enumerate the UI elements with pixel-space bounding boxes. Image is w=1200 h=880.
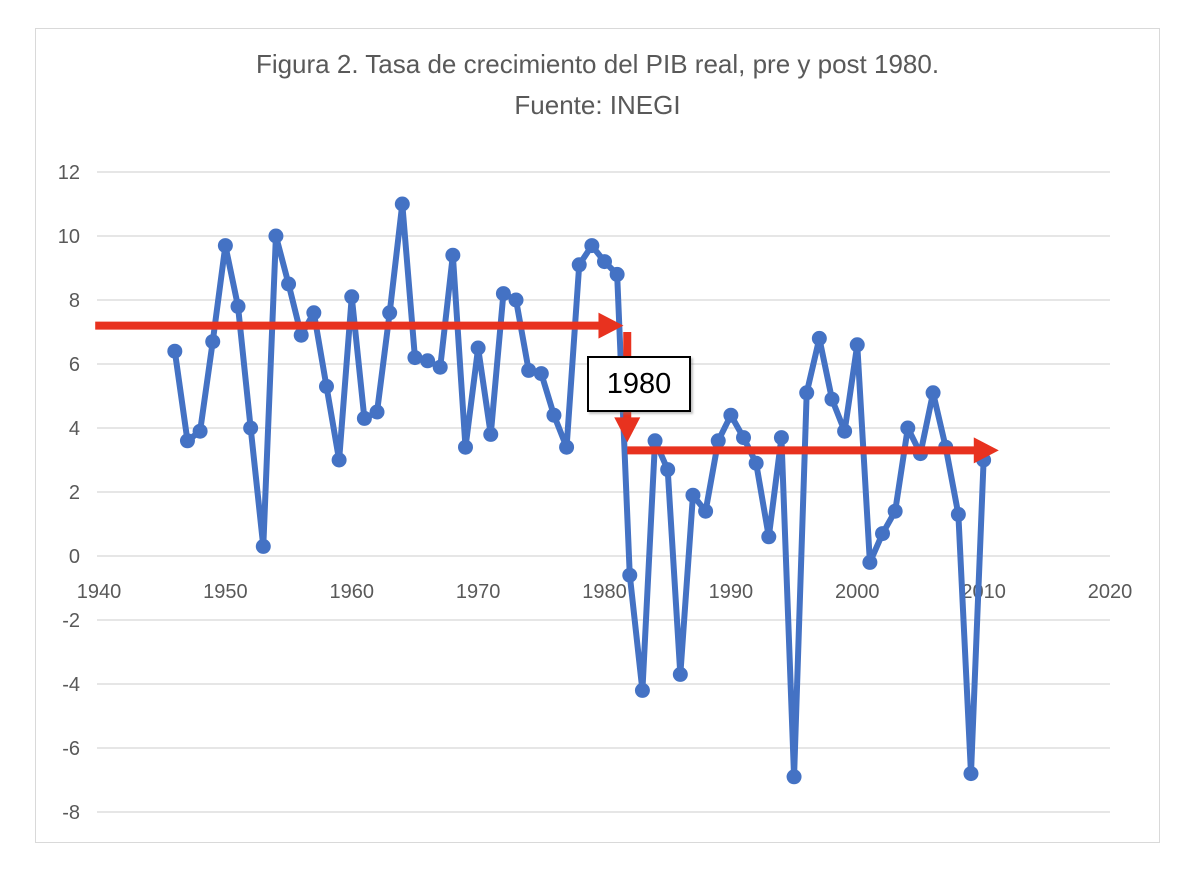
data-point-marker: [773, 430, 789, 446]
data-point-marker: [609, 266, 625, 282]
data-point-marker: [331, 452, 347, 468]
drop-arrow-head: [614, 417, 641, 443]
data-point-marker: [761, 529, 777, 545]
data-point-marker: [432, 359, 448, 375]
x-tick-label: 1970: [456, 581, 501, 603]
data-point-marker: [698, 503, 714, 519]
data-point-marker: [369, 404, 385, 420]
data-point-marker: [950, 506, 966, 522]
data-point-marker: [217, 238, 233, 254]
divider-label-box: 1980: [587, 356, 691, 412]
data-point-marker: [647, 433, 663, 449]
y-tick-label: 0: [69, 546, 80, 568]
y-tick-label: 8: [69, 290, 80, 312]
data-point-marker: [356, 410, 372, 426]
data-point-marker: [672, 666, 688, 682]
data-point-marker: [875, 526, 891, 542]
data-point-marker: [192, 423, 208, 439]
data-point-marker: [660, 462, 676, 478]
gdp-growth-line: [171, 201, 987, 780]
data-point-marker: [685, 487, 701, 503]
data-point-marker: [179, 433, 195, 449]
y-tick-label: 10: [58, 226, 80, 248]
data-point-marker: [900, 420, 916, 436]
x-tick-label: 2000: [835, 581, 880, 603]
data-point-marker: [799, 385, 815, 401]
data-point-marker: [736, 430, 752, 446]
y-tick-label: 4: [69, 418, 80, 440]
data-point-marker: [710, 433, 726, 449]
y-tick-label: -2: [62, 610, 80, 632]
data-point-marker: [230, 298, 246, 314]
x-tick-label: 1960: [330, 581, 375, 603]
y-tick-label: 2: [69, 482, 80, 504]
x-tick-label: 1990: [709, 581, 754, 603]
data-point-marker: [318, 378, 334, 394]
data-point-marker: [811, 330, 827, 346]
data-point-marker: [533, 366, 549, 382]
chart-title-block: Figura 2. Tasa de crecimiento del PIB re…: [35, 44, 1160, 126]
data-point-marker: [963, 766, 979, 782]
data-point-marker: [824, 391, 840, 407]
data-point-marker: [306, 305, 322, 321]
data-point-marker: [470, 340, 486, 356]
data-point-marker: [243, 420, 259, 436]
pre-1980-mean-arrow-head: [598, 312, 624, 339]
data-point-marker: [457, 439, 473, 455]
data-point-marker: [495, 286, 511, 302]
x-tick-label: 1940: [77, 581, 122, 603]
data-point-marker: [849, 337, 865, 353]
data-point-marker: [268, 228, 284, 244]
data-point-marker: [786, 769, 802, 785]
data-point-marker: [382, 305, 398, 321]
data-point-marker: [293, 327, 309, 343]
data-point-marker: [622, 567, 638, 583]
data-point-marker: [887, 503, 903, 519]
data-point-marker: [445, 247, 461, 263]
chart-subtitle: Fuente: INEGI: [514, 90, 681, 120]
data-point-marker: [344, 289, 360, 305]
x-tick-label: 1950: [203, 581, 248, 603]
data-point-marker: [508, 292, 524, 308]
data-point-marker: [748, 455, 764, 471]
data-point-marker: [559, 439, 575, 455]
y-tick-label: 12: [58, 162, 80, 184]
data-point-marker: [205, 334, 221, 350]
data-point-marker: [483, 426, 499, 442]
data-point-marker: [167, 343, 183, 359]
y-tick-label: -4: [62, 674, 80, 696]
data-point-marker: [521, 362, 537, 378]
data-point-marker: [407, 350, 423, 366]
x-tick-label: 1980: [582, 581, 627, 603]
divider-label: 1980: [606, 367, 672, 400]
data-point-marker: [394, 196, 410, 212]
data-point-marker: [925, 385, 941, 401]
data-point-marker: [255, 538, 271, 554]
data-point-marker: [546, 407, 562, 423]
post-1980-mean-arrow-head: [973, 437, 999, 464]
data-point-marker: [584, 238, 600, 254]
data-point-marker: [420, 353, 436, 369]
data-point-marker: [634, 682, 650, 698]
data-point-marker: [597, 254, 612, 270]
y-tick-label: 6: [69, 354, 80, 376]
data-point-marker: [281, 276, 297, 292]
y-tick-label: -8: [62, 802, 80, 824]
x-tick-label: 2020: [1088, 581, 1133, 603]
data-point-marker: [862, 554, 878, 570]
y-tick-label: -6: [62, 738, 80, 760]
x-tick-label: 2010: [961, 581, 1006, 603]
data-point-marker: [571, 257, 587, 273]
data-point-marker: [723, 407, 739, 423]
data-point-marker: [837, 423, 853, 439]
chart-title: Figura 2. Tasa de crecimiento del PIB re…: [255, 49, 940, 79]
